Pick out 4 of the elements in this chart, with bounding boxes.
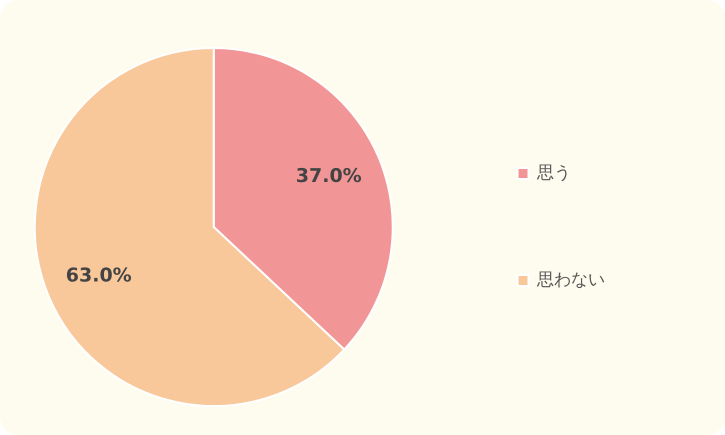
legend-label: 思わない bbox=[536, 270, 605, 290]
data-label: 37.0% bbox=[296, 165, 362, 188]
data-label: 63.0% bbox=[66, 264, 132, 287]
legend-label: 思う bbox=[536, 162, 571, 183]
